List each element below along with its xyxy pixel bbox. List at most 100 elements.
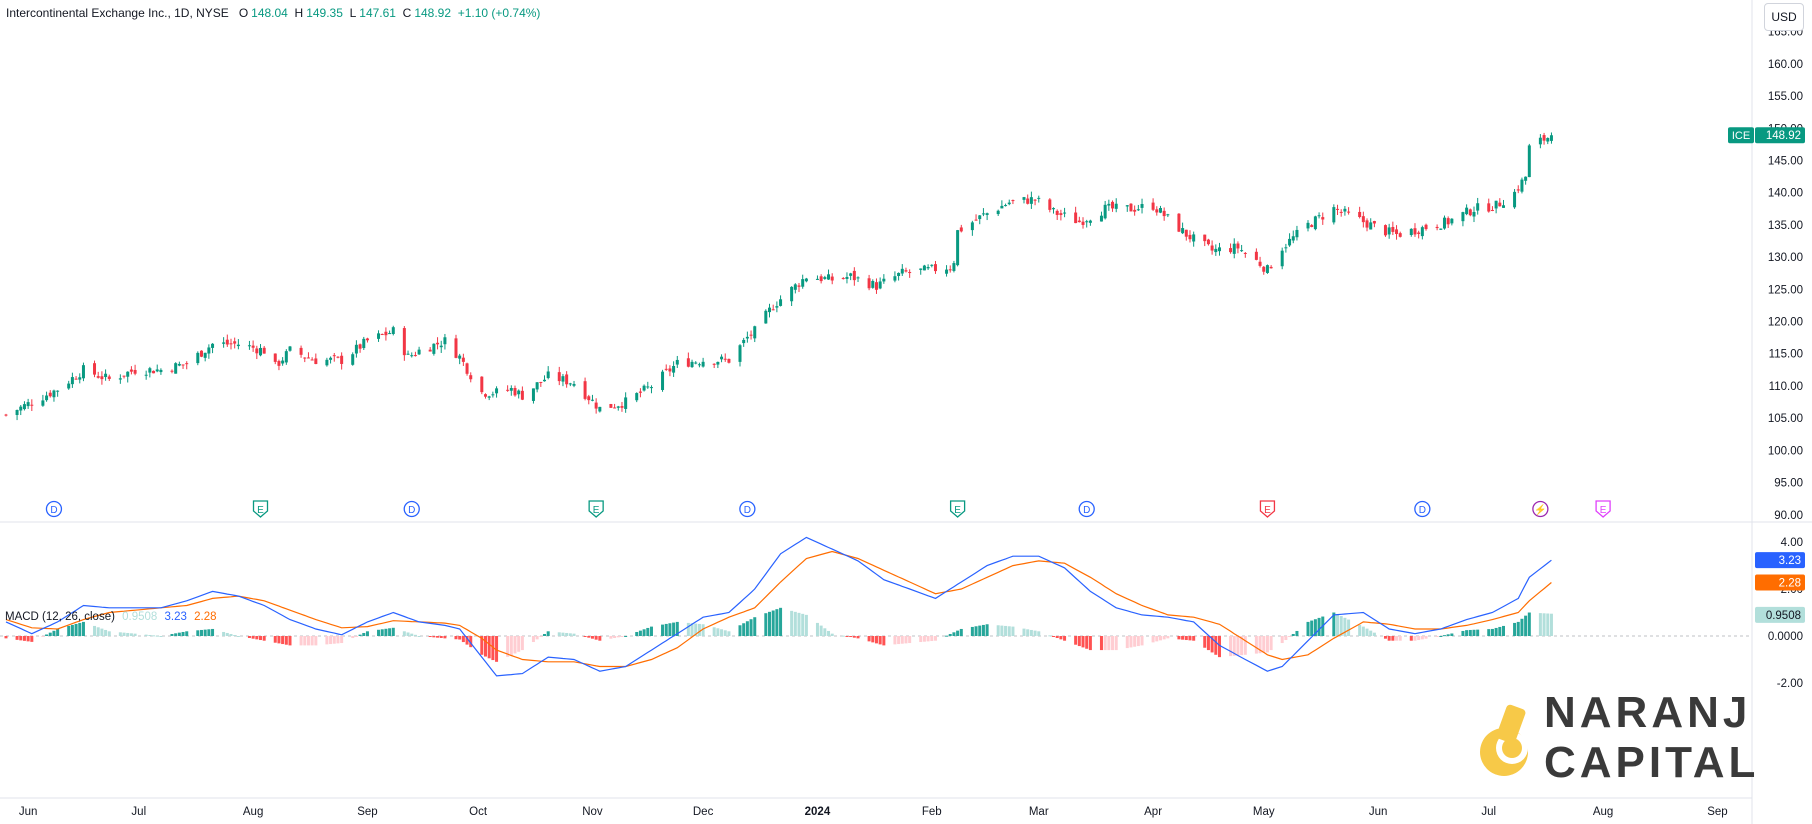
candle-body[interactable] — [1288, 238, 1292, 246]
candle-body[interactable] — [443, 337, 447, 345]
candle-body[interactable] — [1007, 202, 1011, 205]
candle-body[interactable] — [1347, 211, 1351, 213]
candle-body[interactable] — [185, 363, 189, 365]
candle-body[interactable] — [1468, 209, 1472, 216]
candle-body[interactable] — [384, 331, 388, 336]
candle-body[interactable] — [1336, 208, 1340, 210]
candle-body[interactable] — [1129, 203, 1133, 212]
candle-body[interactable] — [1232, 243, 1236, 254]
candle-body[interactable] — [229, 343, 233, 345]
candle-body[interactable] — [543, 379, 547, 382]
candle-body[interactable] — [211, 343, 215, 348]
candle-body[interactable] — [1280, 250, 1284, 267]
candle-body[interactable] — [841, 278, 845, 280]
candle-body[interactable] — [377, 333, 381, 339]
candle-body[interactable] — [557, 372, 561, 382]
candle-body[interactable] — [1413, 228, 1417, 235]
candle-body[interactable] — [1203, 234, 1207, 242]
candle-body[interactable] — [1501, 205, 1505, 208]
candle-body[interactable] — [1022, 197, 1026, 200]
candle-body[interactable] — [358, 344, 362, 349]
candle-body[interactable] — [908, 272, 912, 274]
candle-body[interactable] — [646, 386, 650, 388]
candle-body[interactable] — [919, 268, 923, 270]
candle-body[interactable] — [74, 378, 78, 380]
candle-body[interactable] — [288, 346, 292, 351]
candle-body[interactable] — [491, 394, 495, 396]
candle-body[interactable] — [336, 356, 340, 358]
candle-body[interactable] — [948, 269, 952, 271]
candle-body[interactable] — [277, 360, 281, 366]
candle-body[interactable] — [568, 383, 572, 385]
candle-body[interactable] — [1420, 227, 1424, 237]
candle-body[interactable] — [727, 358, 731, 363]
candle-body[interactable] — [701, 361, 705, 367]
candle-body[interactable] — [981, 213, 985, 215]
candle-body[interactable] — [15, 409, 19, 415]
candle-body[interactable] — [70, 377, 74, 385]
candle-body[interactable] — [520, 390, 524, 400]
candle-body[interactable] — [225, 339, 229, 345]
candle-body[interactable] — [871, 280, 875, 288]
candle-body[interactable] — [933, 264, 937, 272]
candle-body[interactable] — [959, 227, 963, 232]
earnings-event-icon[interactable] — [252, 500, 269, 518]
candle-body[interactable] — [1177, 213, 1181, 232]
candle-body[interactable] — [1114, 203, 1118, 209]
candle-body[interactable] — [1513, 191, 1517, 208]
candle-body[interactable] — [56, 390, 60, 392]
candle-body[interactable] — [675, 359, 679, 365]
candle-body[interactable] — [469, 375, 473, 380]
candle-body[interactable] — [1004, 205, 1008, 207]
candle-body[interactable] — [148, 368, 152, 373]
candle-body[interactable] — [1243, 252, 1247, 254]
candle-body[interactable] — [779, 299, 783, 306]
candle-body[interactable] — [535, 382, 539, 390]
candle-body[interactable] — [609, 404, 613, 408]
candle-body[interactable] — [4, 414, 8, 416]
candle-body[interactable] — [1048, 199, 1052, 210]
candle-body[interactable] — [1409, 228, 1413, 236]
candle-body[interactable] — [509, 387, 513, 391]
candle-body[interactable] — [1417, 232, 1421, 234]
candle-body[interactable] — [104, 373, 108, 378]
candle-body[interactable] — [1306, 222, 1310, 229]
candle-body[interactable] — [716, 361, 720, 365]
candle-body[interactable] — [118, 378, 122, 380]
candle-body[interactable] — [945, 269, 949, 274]
candle-body[interactable] — [768, 307, 772, 313]
candle-body[interactable] — [332, 355, 336, 357]
candle-body[interactable] — [686, 358, 690, 367]
candle-body[interactable] — [461, 357, 465, 362]
candle-body[interactable] — [598, 406, 602, 412]
candle-body[interactable] — [546, 371, 550, 379]
candle-body[interactable] — [804, 278, 808, 282]
candle-body[interactable] — [388, 333, 392, 335]
candle-body[interactable] — [613, 407, 617, 409]
candle-body[interactable] — [1435, 226, 1439, 229]
candle-body[interactable] — [465, 363, 469, 374]
candle-body[interactable] — [793, 284, 797, 290]
candle-body[interactable] — [236, 344, 240, 347]
currency-button[interactable]: USD — [1764, 3, 1804, 31]
candle-body[interactable] — [616, 406, 620, 408]
candle-body[interactable] — [152, 370, 156, 374]
candle-body[interactable] — [1310, 225, 1314, 227]
candle-body[interactable] — [1442, 217, 1446, 229]
candle-body[interactable] — [144, 374, 148, 376]
candle-body[interactable] — [956, 230, 960, 266]
candle-body[interactable] — [878, 281, 882, 289]
candle-body[interactable] — [1136, 209, 1140, 211]
candle-body[interactable] — [67, 383, 71, 389]
candle-body[interactable] — [594, 402, 598, 409]
candle-body[interactable] — [1265, 265, 1269, 273]
candle-body[interactable] — [930, 264, 934, 266]
candle-body[interactable] — [1214, 248, 1218, 253]
candle-body[interactable] — [815, 278, 819, 280]
candle-body[interactable] — [1111, 201, 1115, 209]
candle-body[interactable] — [1192, 234, 1196, 242]
candle-body[interactable] — [1074, 212, 1078, 224]
candle-body[interactable] — [974, 219, 978, 221]
earnings-event-icon[interactable] — [588, 500, 604, 518]
candle-body[interactable] — [1217, 247, 1221, 252]
